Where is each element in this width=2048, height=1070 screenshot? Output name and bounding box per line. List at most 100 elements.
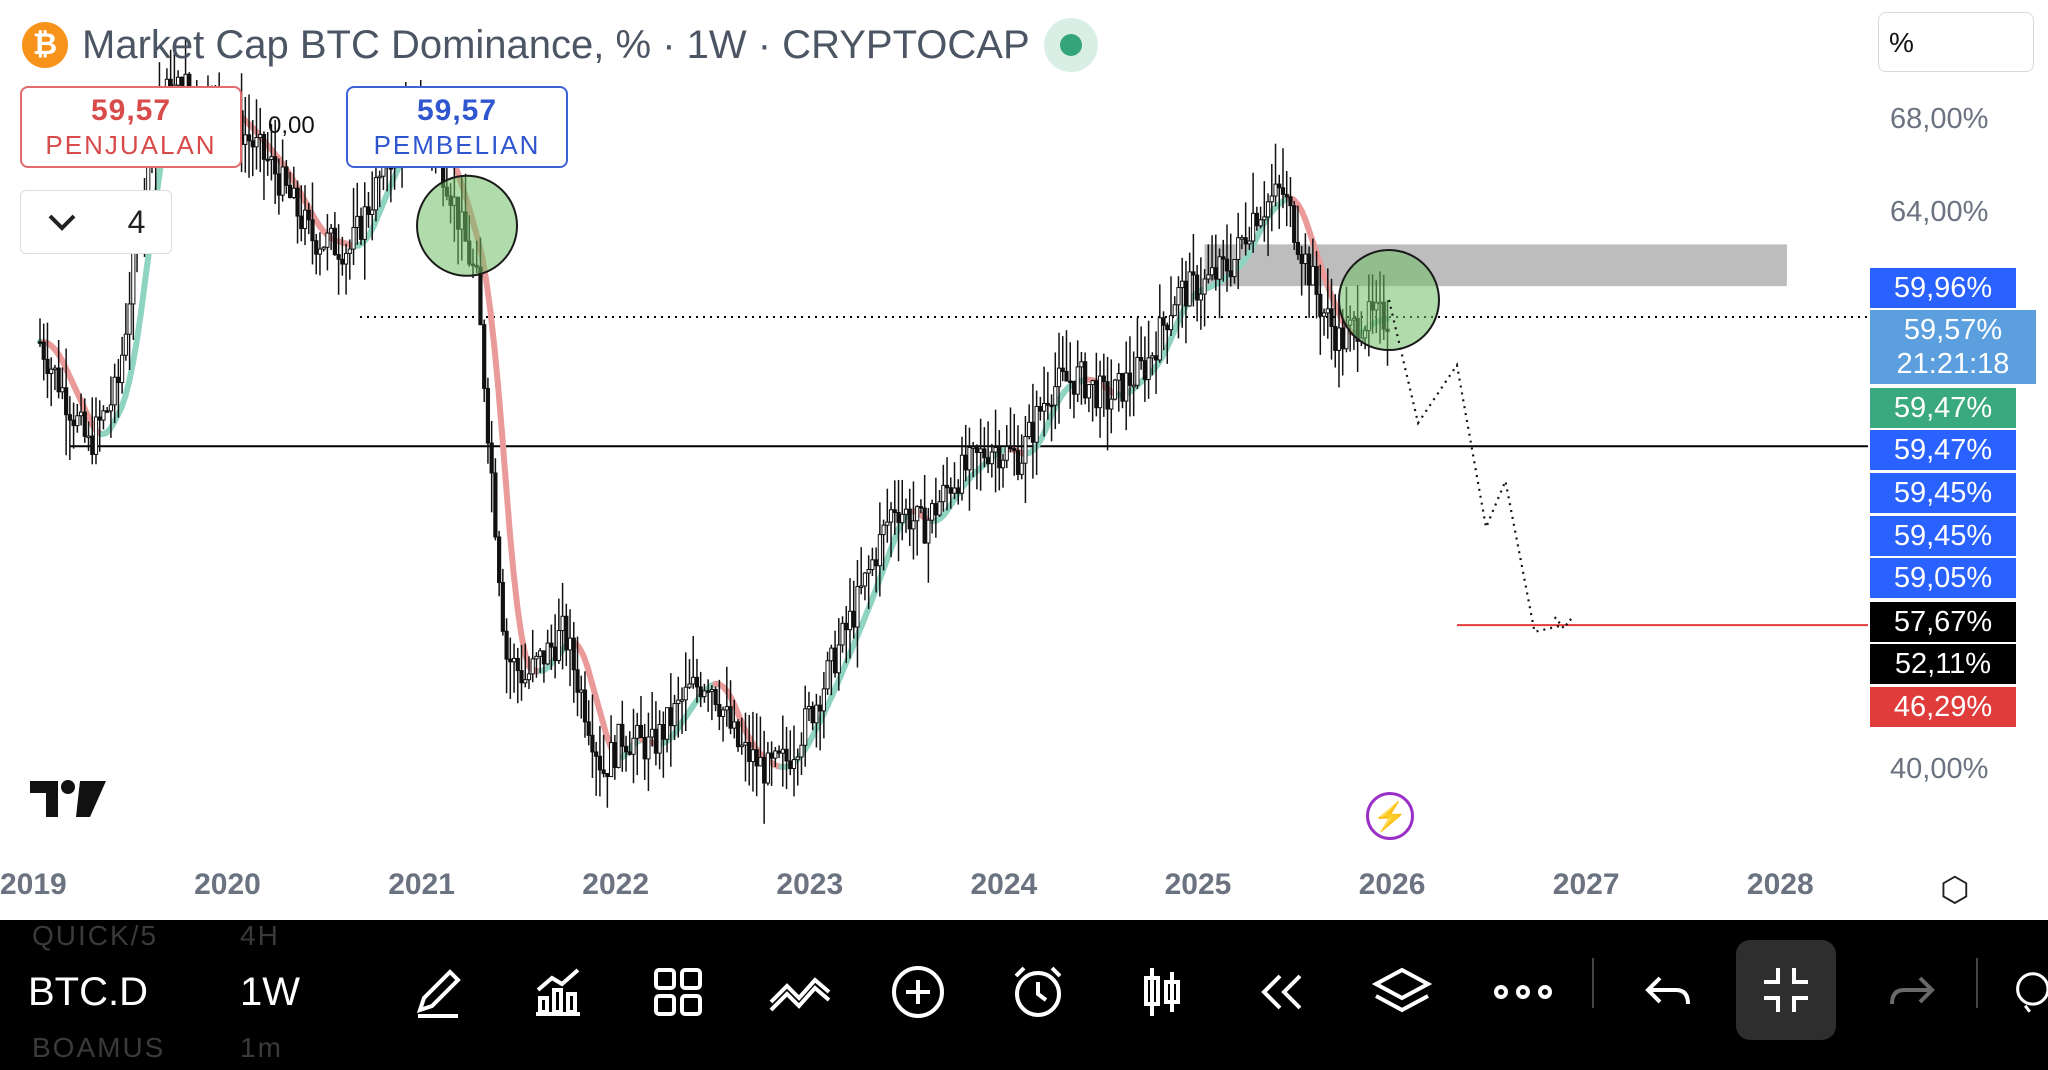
candle-body [358, 215, 364, 240]
candle-body [1049, 404, 1054, 408]
candle-body [623, 745, 629, 753]
candle-body [276, 173, 281, 196]
candle-body [997, 446, 1002, 469]
candle-body [351, 227, 356, 250]
spread-value: 0,00 [268, 112, 315, 139]
candle-body [1209, 267, 1215, 276]
candle-body [900, 513, 905, 524]
symbol-button[interactable]: BTC.D [28, 969, 148, 1014]
candle-body [821, 688, 826, 712]
candle-body [56, 367, 61, 393]
candle-body [1097, 375, 1103, 409]
candle-body [1284, 193, 1289, 198]
candle-body [907, 508, 912, 530]
add-circle-icon[interactable] [888, 952, 948, 1032]
scale-unit-button[interactable]: % [1878, 12, 2034, 72]
layers-icon[interactable] [1370, 952, 1434, 1032]
candle-body [545, 642, 550, 665]
undo-icon[interactable] [1640, 952, 1696, 1032]
candle-body [691, 676, 696, 685]
candle-body [713, 688, 718, 705]
indicators-toggle[interactable]: 4 [20, 190, 172, 254]
candle-body [317, 248, 323, 255]
compare-icon[interactable] [768, 952, 832, 1032]
candle-body [295, 187, 300, 217]
ma-segment [134, 309, 144, 343]
candle-body [765, 752, 770, 784]
candle-body [478, 266, 483, 326]
candle-body [1310, 265, 1315, 286]
fullscreen-exit-icon[interactable] [1736, 940, 1836, 1040]
redo-icon[interactable] [1884, 952, 1940, 1032]
candle-body [1236, 237, 1241, 260]
candle-body [948, 487, 953, 494]
candle-body [265, 158, 270, 162]
candle-body [82, 411, 87, 437]
candle-body [176, 76, 181, 86]
candle-body [702, 690, 707, 698]
candle-body [806, 705, 812, 710]
bottom-toolbar: QUICK/5 4H BOAMUS 1m BTC.D 1W [0, 920, 2048, 1070]
candle-body [795, 756, 800, 761]
candle-body [321, 246, 326, 250]
settings-icon[interactable]: ⬡ [1940, 871, 1970, 909]
price-chart[interactable] [0, 0, 2048, 920]
candle-body [590, 734, 595, 753]
ma-segment [514, 604, 525, 638]
candle-body [37, 341, 43, 344]
candle-body [97, 416, 102, 421]
candle-body [1045, 402, 1050, 406]
replay-icon[interactable] [1252, 952, 1312, 1032]
candle-body [541, 650, 547, 665]
more-icon[interactable] [1492, 952, 1554, 1032]
candle-body [49, 368, 54, 375]
candle-body [627, 751, 632, 755]
candle-body [366, 206, 371, 215]
candle-body [493, 472, 498, 538]
tradingview-logo [28, 774, 108, 834]
price-pill: 59,47% [1870, 430, 2016, 470]
candle-body [515, 657, 520, 672]
time-axis-label: 2024 [970, 868, 1038, 901]
layout-grid-icon[interactable] [648, 952, 708, 1032]
candle-style-icon[interactable] [1132, 952, 1192, 1032]
indicators-icon[interactable] [528, 952, 588, 1032]
candle-body [101, 410, 106, 421]
ma-segment [141, 250, 152, 287]
time-axis-label: 2023 [776, 868, 844, 901]
ma-segment [483, 278, 494, 314]
candle-body [1168, 315, 1174, 331]
lightning-icon[interactable]: ⚡ [1366, 792, 1414, 840]
candle-body [788, 760, 793, 769]
candle-body [597, 755, 603, 771]
candle-body [930, 503, 935, 521]
candle-body [1127, 372, 1133, 386]
buy-button[interactable]: 59,57 PEMBELIAN [346, 86, 568, 168]
candle-body [258, 133, 263, 139]
candle-body [1243, 237, 1248, 245]
candle-body [892, 509, 897, 514]
candle-body [362, 206, 367, 240]
market-status-icon[interactable] [1043, 18, 1098, 72]
time-axis-label: 2019 [0, 868, 67, 901]
candle-body [120, 354, 125, 384]
candle-body [754, 749, 759, 767]
price-axis-label: 64,00% [1890, 196, 1989, 229]
candle-body [1295, 241, 1301, 255]
time-axis-label: 2021 [388, 868, 455, 901]
candle-body [866, 568, 871, 574]
candle-body [1288, 196, 1293, 207]
price-pill: 59,96% [1870, 268, 2016, 308]
candle-body [1086, 384, 1091, 399]
sell-button[interactable]: 59,57 PENJUALAN [20, 86, 242, 168]
candle-body [862, 572, 868, 587]
sell-price: 59,57 [90, 94, 172, 127]
candle-body [67, 414, 72, 421]
alarm-clock-icon[interactable] [1008, 952, 1068, 1032]
price-pill: 59,05% [1870, 558, 2016, 598]
candle-body [881, 524, 886, 536]
interval-button[interactable]: 1W [240, 969, 300, 1014]
partial-icon[interactable] [2010, 952, 2048, 1032]
candle-body [1221, 256, 1226, 260]
drawing-pen-icon[interactable] [408, 952, 468, 1032]
